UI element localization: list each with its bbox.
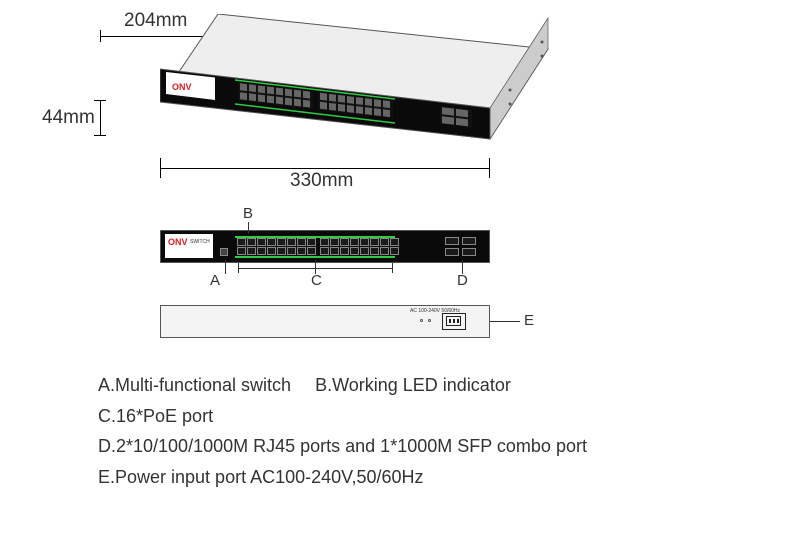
callout-e-label: E [524,312,534,329]
isometric-view: ONV [160,14,560,164]
legend-block: A.Multi-functional switch B.Working LED … [98,370,758,492]
legend-c: C.16*PoE port [98,401,758,432]
multifunction-switch [220,248,228,256]
callout-c-tick-l [238,263,239,273]
height-dim-tick-bot [94,135,106,136]
legend-e: E.Power input port AC100-240V,50/60Hz [98,462,758,493]
brand-subtext: SWITCH [190,239,210,245]
power-input-socket [442,313,466,330]
poe-port-grid-left [237,238,316,255]
front-label-panel: ONV SWITCH [165,234,213,258]
logo-iso: ONV [172,82,192,92]
depth-dim-tick-left [100,30,101,42]
width-dimension-line [160,168,490,169]
legend-b: B.Working LED indicator [315,370,511,401]
callout-d-label: D [457,272,468,289]
callout-c-label: C [311,272,322,289]
legend-a: A.Multi-functional switch [98,370,291,401]
callout-b-label: B [243,205,253,222]
callout-b-line [248,222,249,234]
callout-e-line [490,321,520,322]
brand-logo: ONV [168,237,188,247]
width-dimension-label: 330mm [290,170,353,192]
callout-c-hline [238,268,393,269]
callout-a-line [225,260,226,274]
green-accent-bot [235,256,395,258]
height-dimension-line [100,100,101,136]
callout-a-label: A [210,272,220,289]
back-view: AC 100-240V 50/60Hz [160,305,490,338]
legend-d: D.2*10/100/1000M RJ45 ports and 1*1000M … [98,431,758,462]
height-dim-tick-top [94,100,106,101]
uplink-port-block [445,237,480,256]
height-dimension-label: 44mm [42,107,95,129]
isometric-svg: ONV [160,14,560,164]
callout-c-tick-r [392,263,393,273]
front-view: ONV SWITCH [160,230,490,263]
poe-port-grid-right [320,238,399,255]
